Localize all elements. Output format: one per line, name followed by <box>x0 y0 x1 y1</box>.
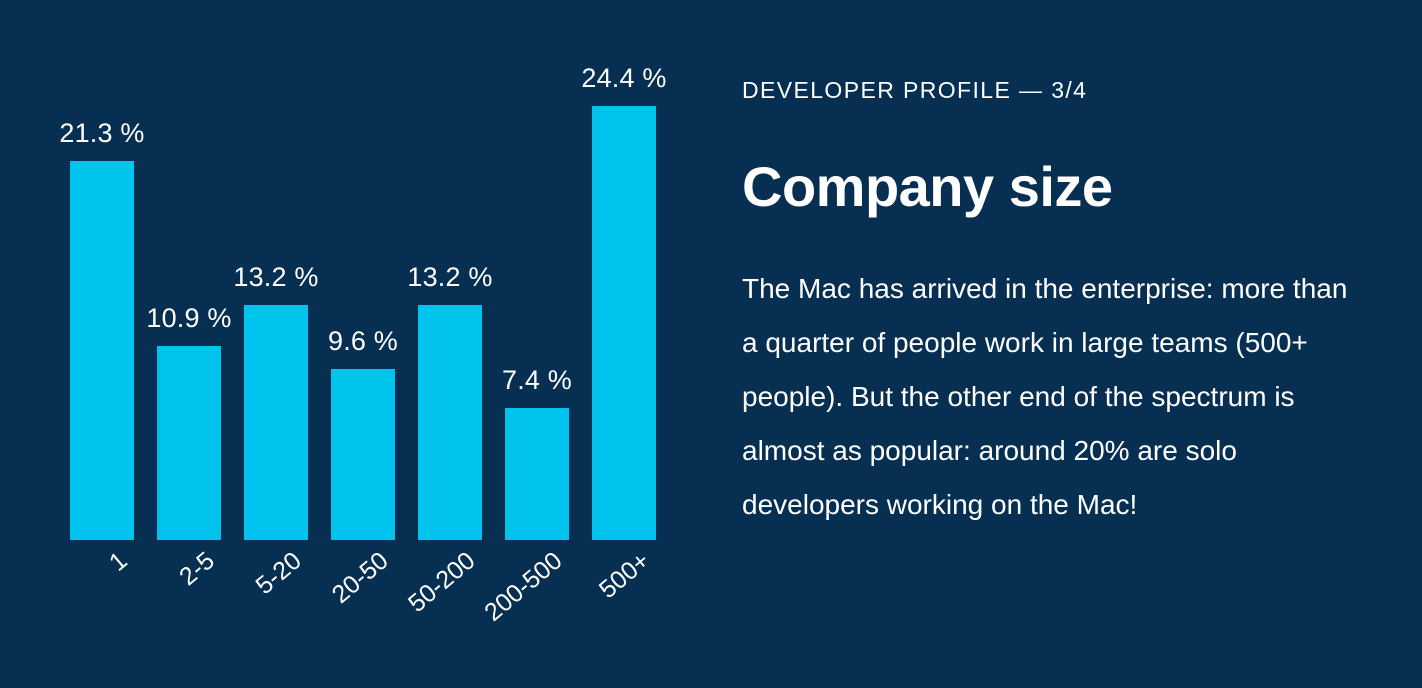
bar-value-label: 7.4 % <box>501 365 573 396</box>
bar-group: 10.9 % <box>146 0 231 540</box>
bar-value-label: 24.4 % <box>581 63 667 94</box>
chart-bar[interactable] <box>157 346 221 540</box>
chart-bar[interactable] <box>331 369 395 540</box>
bar-value-label: 13.2 % <box>233 262 319 293</box>
bar-group: 13.2 % <box>407 0 492 540</box>
x-tick-label: 5-20 <box>250 546 307 601</box>
bar-group: 21.3 % <box>59 0 144 540</box>
text-panel: DEVELOPER PROFILE — 3/4 Company size The… <box>742 0 1382 688</box>
chart-plot-area: 21.3 % 10.9 % 13.2 % 9.6 % 13.2 % 7.4 % 24.4 % <box>0 0 720 540</box>
x-tick-label: 20-50 <box>326 546 394 610</box>
bar-value-label: 13.2 % <box>407 262 493 293</box>
x-tick-label: 1 <box>104 546 133 577</box>
chart-bar[interactable] <box>244 305 308 540</box>
x-tick-label: 500+ <box>593 546 655 605</box>
bar-group: 24.4 % <box>581 0 666 540</box>
chart-bar[interactable] <box>70 161 134 540</box>
page-title: Company size <box>742 155 1113 218</box>
bar-group: 9.6 % <box>327 0 399 540</box>
x-tick-label: 50-200 <box>403 546 481 618</box>
chart-bar[interactable] <box>592 106 656 540</box>
body-paragraph: The Mac has arrived in the enterprise: m… <box>742 273 1348 520</box>
chart-bar[interactable] <box>418 305 482 540</box>
x-tick-label: 200-500 <box>479 546 568 627</box>
bar-chart: 21.3 % 10.9 % 13.2 % 9.6 % 13.2 % 7.4 % 24.4 %… <box>0 0 720 627</box>
bar-value-label: 9.6 % <box>327 326 399 357</box>
bar-group: 7.4 % <box>501 0 573 540</box>
bar-value-label: 21.3 % <box>59 118 145 149</box>
bar-group: 13.2 % <box>233 0 318 540</box>
slide-kicker: DEVELOPER PROFILE — 3/4 <box>742 77 1088 103</box>
chart-bar[interactable] <box>505 408 569 540</box>
bar-value-label: 10.9 % <box>146 303 232 334</box>
x-tick-label: 2-5 <box>174 546 220 592</box>
